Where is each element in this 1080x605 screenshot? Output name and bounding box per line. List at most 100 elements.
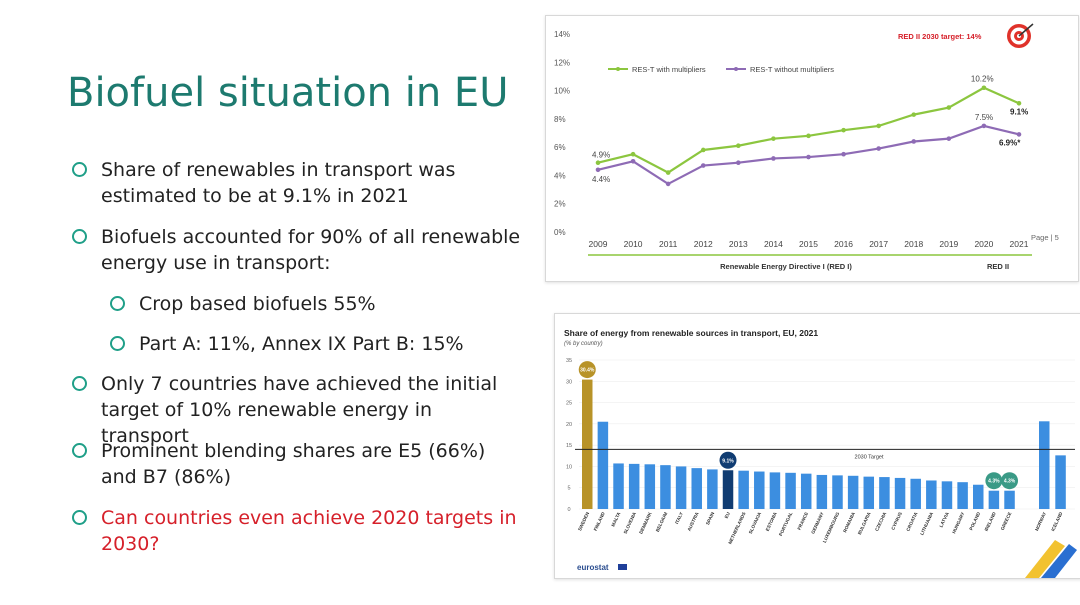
bullet-item: Can countries even achieve 2020 targets … — [72, 505, 522, 557]
bar — [1004, 490, 1015, 509]
data-point — [1016, 101, 1022, 106]
bullet-text: Only 7 countries have achieved the initi… — [101, 373, 498, 447]
decorative-ribbon-icon — [1025, 540, 1077, 578]
target-label: RED II 2030 target: 14% — [898, 32, 982, 41]
bullet-item: Only 7 countries have achieved the initi… — [72, 371, 522, 449]
bullet-ring-icon — [110, 336, 125, 351]
y-tick-label: 30 — [566, 379, 572, 385]
data-point — [981, 123, 987, 129]
data-point — [771, 156, 776, 161]
bullet-item: Biofuels accounted for 90% of all renewa… — [72, 224, 522, 276]
x-tick-label: 2016 — [834, 239, 853, 249]
data-point — [946, 105, 952, 110]
bullet-ring-icon — [72, 229, 87, 244]
bar — [597, 421, 609, 509]
bar — [879, 477, 890, 509]
x-tick-label: LATVIA — [938, 511, 950, 528]
bullet-text: Crop based biofuels 55% — [139, 293, 376, 315]
bullet-text: Biofuels accounted for 90% of all renewa… — [101, 226, 521, 274]
bar — [707, 469, 718, 509]
y-tick-label: 10% — [554, 87, 570, 96]
x-tick-label: EU — [724, 511, 732, 520]
data-label: 10.2% — [971, 75, 994, 84]
bullet-item: Crop based biofuels 55% — [110, 291, 510, 317]
bullet-ring-icon — [72, 443, 87, 458]
legend-marker — [734, 67, 738, 71]
x-tick-label: LITHUANIA — [919, 511, 934, 536]
highlight-bubble — [985, 472, 1003, 490]
bar — [660, 465, 671, 509]
x-tick-label: SLOVAKIA — [748, 511, 763, 535]
x-tick-label: GREECE — [1000, 511, 1013, 531]
ribbon-blue — [1041, 544, 1077, 578]
bar — [675, 466, 687, 509]
bar — [785, 472, 796, 509]
y-tick-label: 10 — [566, 464, 572, 470]
x-tick-label: 2017 — [869, 239, 888, 249]
x-tick-label: POLAND — [968, 511, 981, 531]
bar — [816, 474, 828, 509]
bar — [754, 471, 765, 509]
legend-label: RES-T with multipliers — [632, 65, 706, 74]
bullet-text: Part A: 11%, Annex IX Part B: 15% — [139, 333, 464, 355]
y-tick-label: 14% — [554, 30, 570, 39]
x-tick-label: 2020 — [974, 239, 993, 249]
period-label: Renewable Energy Directive I (RED I) — [720, 262, 852, 271]
x-tick-label: SPAIN — [705, 511, 716, 526]
bullet-item: Prominent blending shares are E5 (66%) a… — [72, 438, 522, 490]
x-tick-label: FRANCE — [796, 511, 809, 530]
data-point — [665, 170, 671, 175]
source-label: eurostat — [577, 563, 609, 572]
data-point — [771, 136, 776, 141]
x-tick-label: DENMARK — [638, 511, 653, 535]
x-tick-label: NORWAY — [1034, 511, 1047, 531]
data-label: 4.9% — [592, 151, 610, 160]
data-point — [595, 160, 601, 165]
data-label: 9.1% — [1010, 107, 1028, 116]
bar — [613, 463, 624, 509]
ribbon-yellow — [1025, 540, 1065, 578]
bullet-ring-icon — [72, 376, 87, 391]
page-label: Page | 5 — [1031, 233, 1059, 242]
y-tick-label: 5 — [567, 486, 570, 492]
x-tick-label: 2015 — [799, 239, 818, 249]
bar — [1039, 421, 1050, 509]
data-point — [841, 151, 846, 157]
x-tick-label: NETHERLANDS — [727, 511, 746, 545]
bar — [769, 472, 781, 509]
x-tick-label: SLOVENIA — [623, 511, 638, 535]
data-label: 7.5% — [975, 113, 993, 122]
bar — [1055, 455, 1066, 509]
bar — [910, 478, 921, 509]
x-tick-label: 2011 — [659, 239, 678, 249]
data-point — [700, 163, 706, 168]
data-point — [911, 112, 917, 117]
x-tick-label: IRELAND — [984, 511, 997, 532]
target-arrow — [1018, 23, 1034, 37]
legend-label: RES-T without multipliers — [750, 65, 834, 74]
x-tick-label: FINLAND — [593, 511, 606, 532]
data-point — [946, 136, 952, 141]
x-tick-label: LUXEMBOURG — [822, 511, 841, 544]
x-tick-label: ROMANIA — [842, 511, 856, 534]
bullet-item: Share of renewables in transport was est… — [72, 157, 522, 209]
bar — [973, 484, 984, 509]
bullet-text: Can countries even achieve 2020 targets … — [101, 507, 517, 555]
y-tick-label: 0% — [554, 228, 566, 237]
y-tick-label: 25 — [566, 401, 572, 407]
x-tick-label: CZECHIA — [874, 511, 887, 532]
bullet-ring-icon — [72, 162, 87, 177]
x-tick-label: SWEDEN — [577, 511, 590, 532]
highlight-bubble — [1001, 472, 1019, 490]
data-point — [736, 160, 741, 165]
data-point — [841, 127, 846, 133]
y-tick-label: 2% — [554, 200, 566, 209]
period-label: RED II — [987, 262, 1009, 271]
highlight-bubble — [719, 451, 737, 469]
x-tick-label: 2019 — [939, 239, 958, 249]
bar — [847, 475, 859, 509]
data-point — [911, 139, 917, 144]
bar — [691, 468, 702, 509]
data-label: 9.1% — [722, 458, 734, 464]
eu-flag-icon — [618, 564, 627, 570]
